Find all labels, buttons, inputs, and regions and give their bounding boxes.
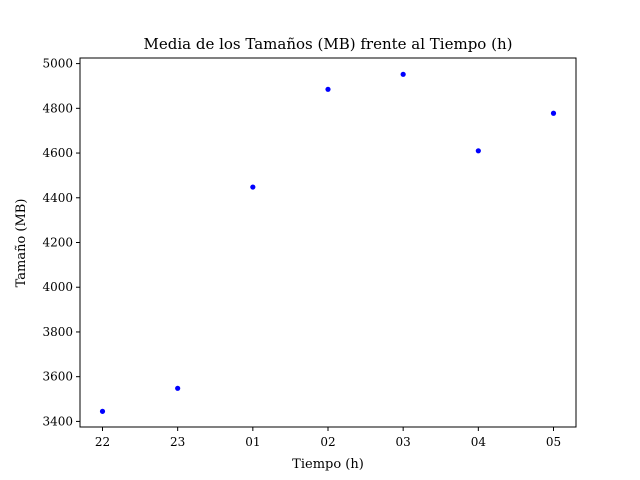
x-tick-label: 01 xyxy=(245,435,260,449)
y-tick-label: 4000 xyxy=(42,280,73,294)
data-point xyxy=(550,110,557,116)
plot-area: 3400 3600 3800 4000 4200 4400 4600 4800 5000 22 23… xyxy=(42,57,577,449)
y-tick-label: 4800 xyxy=(42,101,73,115)
data-point xyxy=(325,86,331,92)
x-tick-label: 22 xyxy=(95,435,110,449)
y-tick-label: 3600 xyxy=(42,370,73,384)
x-tick-label: 04 xyxy=(471,435,487,449)
x-tick-label: 23 xyxy=(170,435,185,449)
x-axis-label: Tiempo (h) xyxy=(292,457,364,472)
y-tick-label: 3400 xyxy=(42,414,73,428)
x-tick-label: 05 xyxy=(546,435,561,449)
data-point xyxy=(475,148,481,154)
x-tick-label: 03 xyxy=(396,435,411,449)
y-tick-label: 4600 xyxy=(42,146,73,160)
chart-title: Media de los Tamaños (MB) frente al Tiem… xyxy=(144,35,513,53)
y-tick-label: 4400 xyxy=(42,191,73,205)
x-tick-label: 02 xyxy=(320,435,335,449)
plot-frame xyxy=(79,57,577,428)
y-axis-label: Tamaño (MB) xyxy=(14,199,29,288)
y-tick-label: 4200 xyxy=(42,236,73,250)
data-point xyxy=(99,408,106,414)
data-point xyxy=(175,385,181,391)
data-point xyxy=(250,184,256,190)
y-tick-label: 3800 xyxy=(42,325,73,339)
data-point xyxy=(400,71,406,77)
y-tick-label: 5000 xyxy=(42,57,73,71)
